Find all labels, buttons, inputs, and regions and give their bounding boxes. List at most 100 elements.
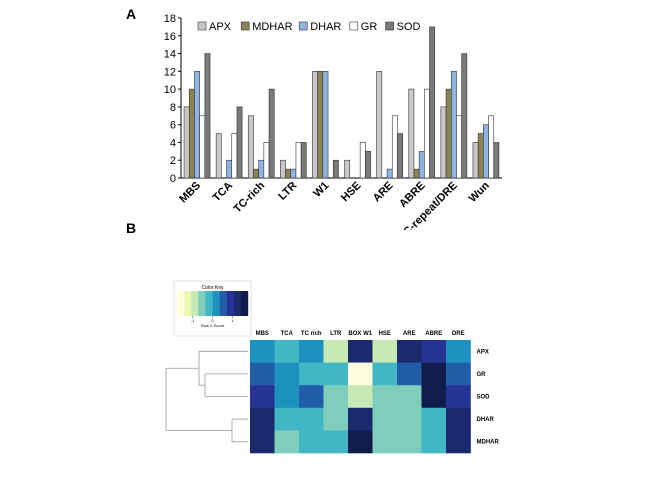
- bar-dhar: [483, 124, 489, 179]
- legend-label-mdhar: MDHAR: [252, 21, 292, 33]
- bar-dhar: [450, 71, 457, 179]
- color-key-swatch: [226, 291, 234, 316]
- bar-gr: [488, 115, 495, 179]
- bar-mdhar: [285, 168, 292, 179]
- heatmap-cell: [323, 407, 349, 431]
- y-tick-label: 10: [164, 84, 176, 96]
- heatmap-cell: [274, 340, 300, 363]
- heatmap-cell: [250, 385, 275, 409]
- heatmap-cell: [323, 385, 349, 409]
- column-label: HSE: [379, 331, 391, 337]
- heatmap-cell: [348, 430, 373, 454]
- bar-apx: [312, 71, 318, 179]
- y-tick-label: 6: [170, 120, 176, 132]
- legend-swatch-apx: [197, 21, 207, 31]
- bar-sod: [332, 159, 339, 179]
- heatmap-cell: [250, 340, 275, 363]
- bar-mdhar: [413, 168, 420, 179]
- x-tick-label: ABRE: [397, 180, 428, 211]
- color-key-title: Color Key: [202, 285, 224, 291]
- column-label: MBS: [256, 331, 269, 337]
- legend-label-sod: SOD: [397, 21, 421, 33]
- heatmap-cell: [274, 362, 300, 386]
- bar-gr: [424, 88, 430, 179]
- bar-apx: [376, 71, 383, 179]
- heatmap-cell: [299, 340, 324, 363]
- heatmap-cell: [348, 362, 373, 386]
- x-tick-label: TC-rich: [232, 179, 268, 215]
- column-label: TC rich: [301, 331, 322, 337]
- bar-dhar: [290, 168, 297, 179]
- heatmap-cell: [421, 385, 447, 409]
- heatmap-cell: [348, 340, 373, 363]
- column-label: ABRE: [425, 331, 442, 337]
- legend-swatch-sod: [385, 21, 394, 31]
- x-tick-label: Wun: [467, 179, 492, 204]
- heatmap-cell: [397, 430, 422, 454]
- bar-apx: [408, 88, 415, 179]
- bar-apx: [280, 159, 286, 179]
- bar-dhar: [322, 71, 329, 179]
- color-key-tick-label: 0: [211, 318, 214, 323]
- heatmap-cell: [299, 385, 324, 409]
- x-tick-label: HSE: [339, 180, 363, 204]
- heatmap-cell: [397, 385, 422, 409]
- heatmap-cell: [299, 430, 324, 454]
- column-label: BOX W1: [348, 331, 372, 337]
- color-key-swatch: [233, 291, 242, 316]
- y-tick-label: 18: [164, 13, 176, 25]
- bar-sod: [493, 142, 500, 179]
- row-label: DHAR: [477, 417, 495, 423]
- bar-gr: [263, 142, 270, 179]
- color-key-swatch: [205, 291, 213, 316]
- bar-dhar: [258, 159, 265, 179]
- bar-dhar: [194, 71, 200, 179]
- color-key-swatch: [219, 291, 227, 316]
- panel-b-label: B: [126, 220, 137, 236]
- heatmap-cell: [372, 340, 398, 363]
- heatmap-cell: [397, 362, 422, 386]
- bar-sod: [300, 142, 307, 179]
- column-label: DRE: [452, 331, 465, 337]
- heatmap-cell: [323, 430, 349, 454]
- heatmap-cell: [372, 385, 398, 409]
- heatmap-cell: [274, 407, 300, 431]
- bar-apx: [344, 159, 351, 179]
- heatmap-cell: [446, 340, 471, 363]
- column-label: TCA: [281, 331, 294, 337]
- bar-sod: [397, 133, 403, 179]
- heatmap-cell: [372, 362, 398, 386]
- heatmap-cell: [299, 407, 324, 431]
- column-label: ARE: [403, 331, 416, 337]
- heatmap-cell: [421, 362, 447, 386]
- y-tick-label: 0: [170, 173, 176, 185]
- x-tick-label: MBS: [177, 180, 203, 206]
- color-key-swatch: [240, 291, 249, 316]
- heatmap-cell: [446, 407, 471, 431]
- heatmap-cell: [250, 407, 275, 431]
- heatmap-cell: [446, 362, 471, 386]
- heatmap-cell: [348, 385, 373, 409]
- heatmap-cell: [274, 385, 300, 409]
- heatmap-cell: [397, 340, 422, 363]
- color-key-swatch: [184, 291, 192, 316]
- bar-sod: [204, 53, 211, 179]
- legend-label-dhar: DHAR: [310, 21, 341, 33]
- heatmap-cell: [421, 340, 447, 363]
- bar-gr: [456, 115, 462, 179]
- y-tick-label: 14: [164, 49, 176, 61]
- heatmap-cell: [323, 340, 349, 363]
- bar-apx: [440, 106, 447, 179]
- legend-swatch-mdhar: [240, 21, 250, 31]
- color-key-swatch: [177, 291, 185, 316]
- heatmap-cell: [348, 407, 373, 431]
- bar-mdhar: [188, 88, 195, 179]
- y-tick-label: 8: [170, 102, 176, 114]
- legend-label-apx: APX: [209, 21, 232, 33]
- bar-mdhar: [477, 133, 484, 179]
- color-key-swatch: [191, 291, 199, 316]
- color-key-swatch: [212, 291, 220, 316]
- column-label: LTR: [330, 331, 342, 337]
- heatmap-cell: [372, 430, 398, 454]
